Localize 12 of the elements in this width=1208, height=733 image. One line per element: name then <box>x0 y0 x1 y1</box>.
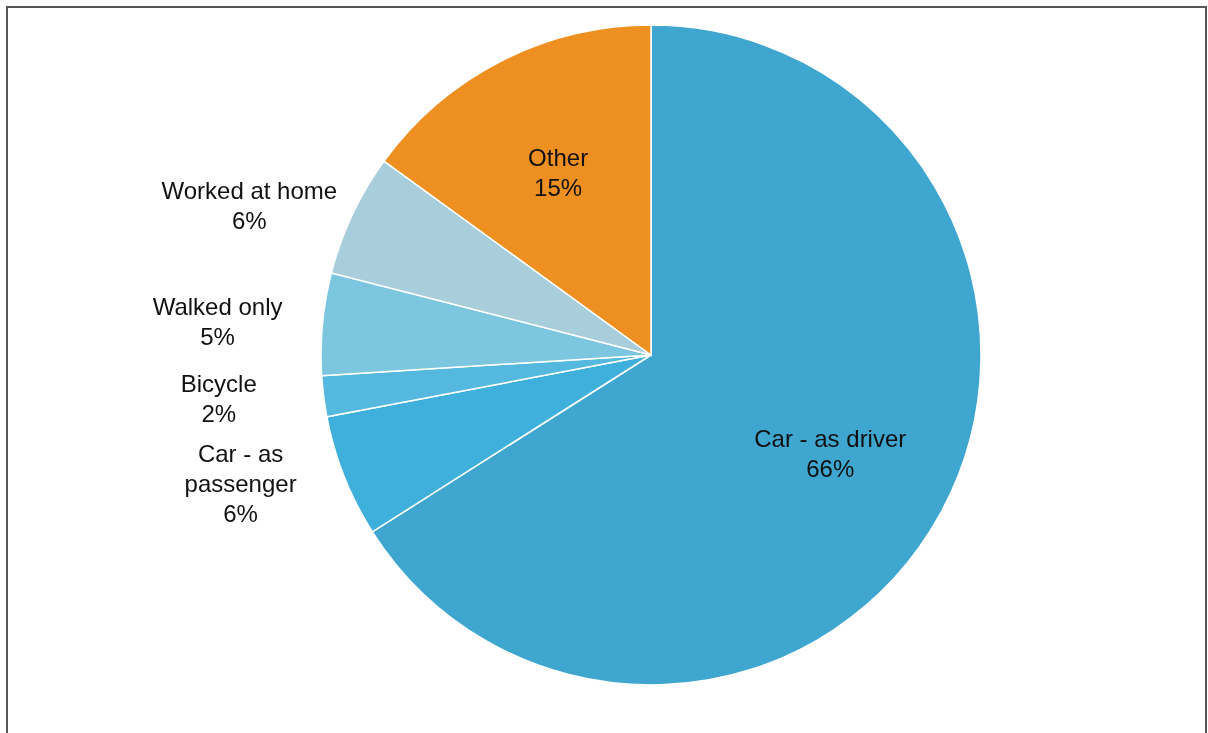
slice-label: Bicycle <box>180 369 257 397</box>
data-label: 66% <box>806 454 855 482</box>
slice-label: Other <box>528 143 589 171</box>
slice-label: Worked at home <box>161 176 338 204</box>
data-label: 6% <box>223 499 258 527</box>
slice-label: Car - as passenger <box>184 439 297 497</box>
slice-label: Car - as driver <box>754 424 907 452</box>
data-label: 5% <box>200 323 235 351</box>
slice-label: Walked only <box>152 293 283 321</box>
data-label: 15% <box>534 173 583 201</box>
data-label: 2% <box>201 399 237 427</box>
data-label: 6% <box>231 206 267 234</box>
